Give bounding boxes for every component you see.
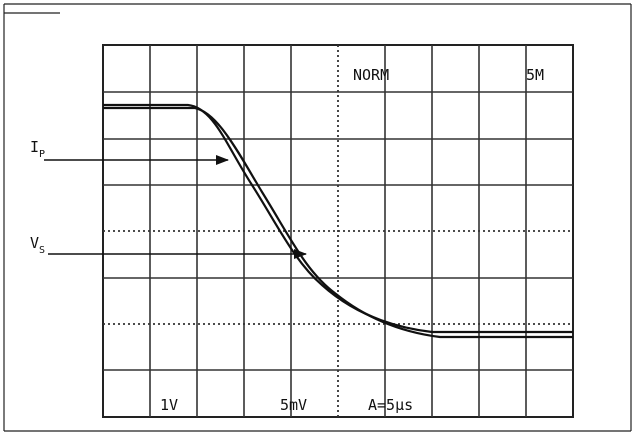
trace-label-ip: IP [30, 138, 45, 160]
horizontal-grid [103, 91, 573, 371]
ip-marker-arrow [216, 155, 229, 165]
timebase-readout: A=5μs [368, 396, 413, 414]
volts-per-div-right: 5mV [280, 396, 307, 414]
trigger-mode-label: NORM [353, 66, 389, 84]
trace-vs [103, 106, 573, 339]
vs-marker-arrow [294, 249, 307, 259]
volts-per-div-left: 1V [160, 396, 178, 414]
top-right-readout: 5M [526, 66, 544, 84]
trace-label-vs: VS [30, 234, 45, 256]
